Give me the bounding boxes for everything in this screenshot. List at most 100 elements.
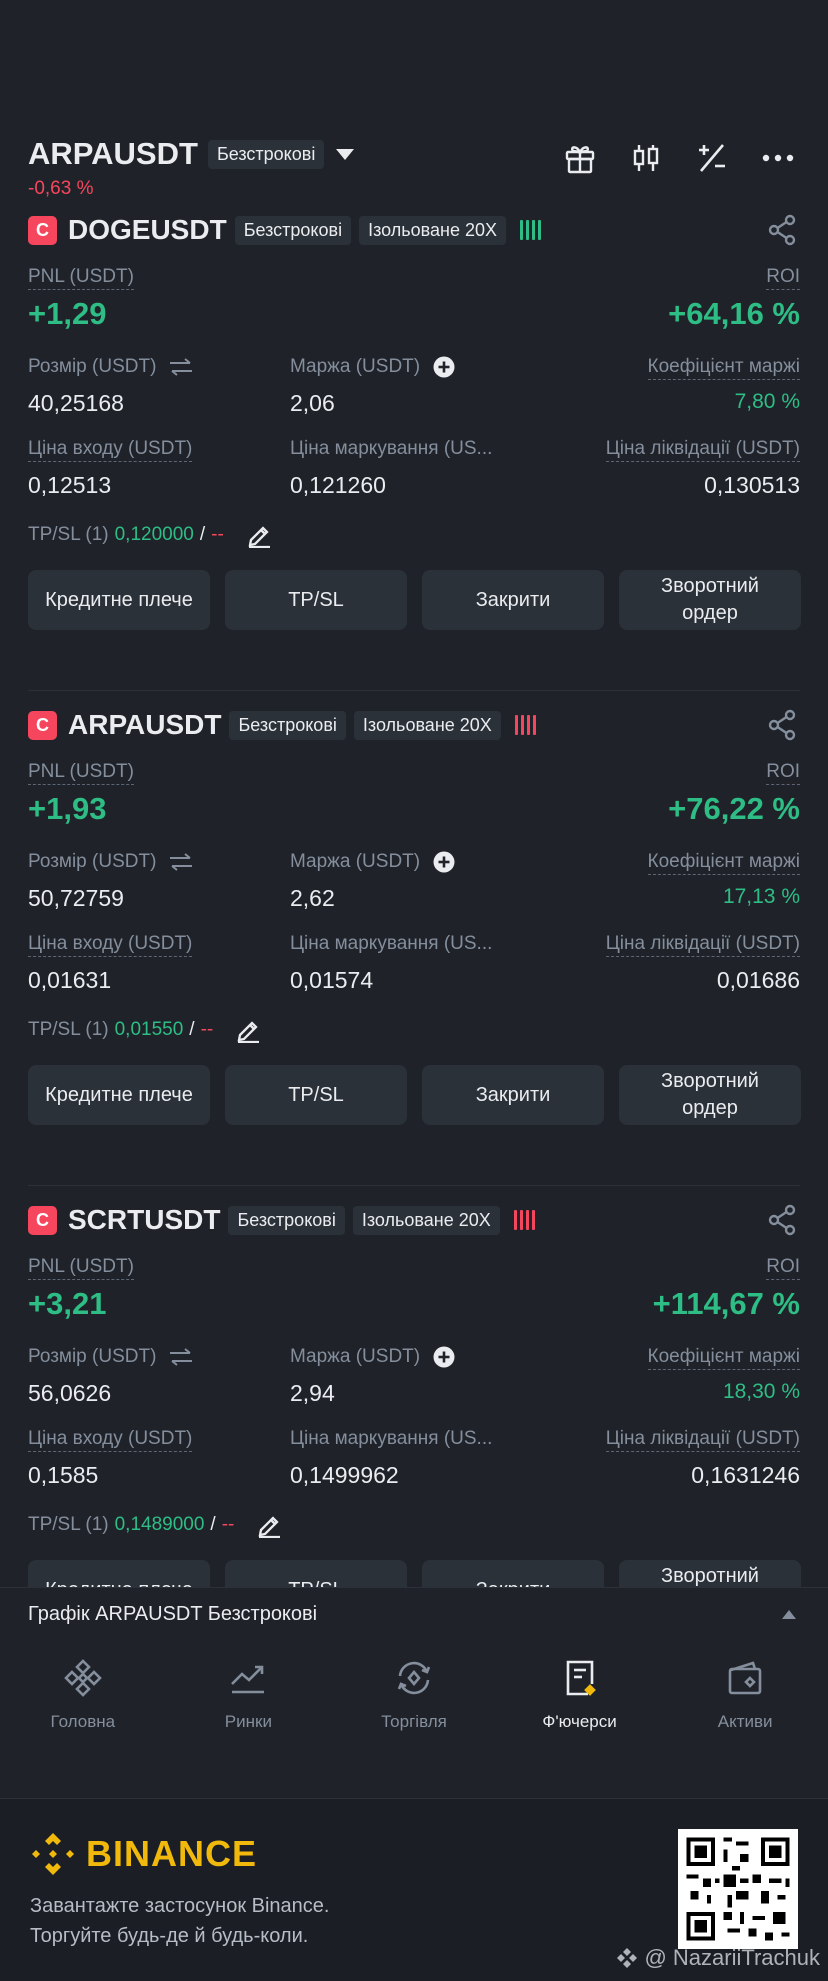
entry-price-label[interactable]: Ціна входу (USDT) [28,1428,193,1452]
leverage-button[interactable]: Кредитне плече [28,1065,210,1125]
edit-tpsl-icon[interactable] [246,522,272,548]
chevron-up-icon[interactable] [782,1610,796,1619]
card-divider [28,690,800,691]
margin-ratio-label[interactable]: Коефіцієнт маржі [647,356,800,380]
size-label[interactable]: Розмір (USDT) [28,356,194,378]
add-margin-icon [433,851,455,873]
pnl-label[interactable]: PNL (USDT) [28,1256,134,1280]
mark-price-label[interactable]: Ціна маркування (US... [290,933,493,954]
reverse-order-button[interactable]: Зворотний ордер [619,1065,801,1125]
margin-mode-tag[interactable]: Ізольоване 20X [352,1205,500,1235]
tpsl-row: TP/SL (1) 0,1489000 / -- [28,1512,282,1538]
nav-markets[interactable]: Ринки [166,1642,332,1792]
swap-icon [169,853,192,871]
size-label[interactable]: Розмір (USDT) [28,851,194,873]
top-header: ARPAUSDT Безстрокові -0,63 % [0,0,828,210]
close-position-button[interactable]: Закрити [422,1065,604,1125]
symbol-title[interactable]: ARPAUSDT [28,136,198,171]
gift-icon[interactable] [560,138,600,178]
pnl-label[interactable]: PNL (USDT) [28,266,134,290]
roi-value: +64,16 % [668,296,800,331]
markets-icon [226,1656,270,1700]
price-change: -0,63 % [28,178,94,199]
contract-type-tag: Безстрокові [228,1205,345,1235]
size-value: 50,72759 [28,885,124,911]
home-icon [61,1656,105,1700]
margin-label[interactable]: Маржа (USDT) [290,851,455,873]
tpsl-button[interactable]: TP/SL [225,1065,407,1125]
roi-label[interactable]: ROI [766,1256,800,1280]
header-actions [560,138,798,178]
contract-type-tag: Безстрокові [229,710,346,740]
position-header: C ARPAUSDT Безстрокові Ізольоване 20X [28,705,536,745]
nav-label: Ф'ючерси [542,1712,617,1731]
download-qr-code[interactable] [678,1829,798,1949]
position-actions: Кредитне плече TP/SL Закрити Зворотний о… [28,570,801,630]
share-icon[interactable] [766,1204,798,1241]
position-header: C DOGEUSDT Безстрокові Ізольоване 20X [28,210,542,250]
mark-price-label[interactable]: Ціна маркування (US... [290,1428,493,1449]
margin-ratio-value: 18,30 % [722,1380,800,1403]
position-symbol[interactable]: SCRTUSDT [68,1204,221,1235]
plus-minus-icon[interactable] [692,138,732,178]
close-position-button[interactable]: Закрити [422,570,604,630]
liq-price-value: 0,130513 [704,472,800,498]
chart-toggle-bar[interactable]: Графік ARPAUSDT Безстрокові [0,1587,828,1643]
candlestick-icon[interactable] [626,138,666,178]
leverage-button[interactable]: Кредитне плече [28,570,210,630]
liq-price-value: 0,01686 [716,967,800,993]
edit-tpsl-icon[interactable] [256,1512,282,1538]
roi-label[interactable]: ROI [766,266,800,290]
pnl-value: +3,21 [28,1286,107,1321]
binance-small-icon [617,1948,638,1968]
margin-label[interactable]: Маржа (USDT) [290,356,455,378]
tpsl-button[interactable]: TP/SL [225,570,407,630]
position-card: C DOGEUSDT Безстрокові Ізольоване 20X PN… [0,210,828,705]
share-icon[interactable] [766,214,798,251]
contract-type-tag: Безстрокові [207,139,325,169]
margin-label[interactable]: Маржа (USDT) [290,1346,455,1368]
nav-trade[interactable]: Торгівля [331,1642,497,1792]
roi-label[interactable]: ROI [766,761,800,785]
promo-line-2: Торгуйте будь-де й будь-коли. [30,1925,309,1947]
nav-futures[interactable]: Ф'ючерси [497,1642,663,1792]
app-promo-footer: BINANCE Завантажте застосунок Binance. Т… [0,1798,828,1981]
liq-price-label[interactable]: Ціна ліквідації (USDT) [605,1428,800,1452]
margin-ratio-label[interactable]: Коефіцієнт маржі [647,851,800,875]
position-symbol[interactable]: DOGEUSDT [68,214,227,245]
nav-home[interactable]: Головна [0,1642,166,1792]
position-header: C SCRTUSDT Безстрокові Ізольоване 20X [28,1200,535,1240]
entry-price-label[interactable]: Ціна входу (USDT) [28,438,193,462]
share-icon[interactable] [766,709,798,746]
tpsl-row: TP/SL (1) 0,120000 / -- [28,522,272,548]
add-margin-icon [433,356,455,378]
size-label[interactable]: Розмір (USDT) [28,1346,194,1368]
nav-assets[interactable]: Активи [662,1642,828,1792]
edit-tpsl-icon[interactable] [235,1017,261,1043]
pnl-label[interactable]: PNL (USDT) [28,761,134,785]
dropdown-caret-icon[interactable] [336,148,355,160]
symbol-selector[interactable]: ARPAUSDT Безстрокові [28,136,355,172]
reverse-order-button[interactable]: Зворотний ордер [619,570,801,630]
watermark-text: @ NazariiTrachuk [644,1945,820,1970]
more-icon[interactable] [758,138,798,178]
tp-value: 0,1489000 [114,1514,205,1535]
margin-ratio-value: 17,13 % [722,885,800,908]
liq-price-label[interactable]: Ціна ліквідації (USDT) [605,933,800,957]
margin-value: 2,06 [290,390,335,416]
cross-badge: C [28,215,57,245]
tpsl-separator: / [199,524,206,545]
tpsl-separator: / [189,1019,195,1040]
mark-price-label[interactable]: Ціна маркування (US... [290,438,493,459]
margin-mode-tag[interactable]: Ізольоване 20X [353,710,501,740]
position-symbol[interactable]: ARPAUSDT [68,709,222,740]
entry-price-label[interactable]: Ціна входу (USDT) [28,933,193,957]
liq-price-label[interactable]: Ціна ліквідації (USDT) [605,438,800,462]
sl-value: -- [221,1514,235,1535]
margin-ratio-label[interactable]: Коефіцієнт маржі [647,1346,800,1370]
chart-bar-title: Графік ARPAUSDT Безстрокові [28,1603,318,1625]
margin-mode-tag[interactable]: Ізольоване 20X [359,215,507,245]
swap-icon [169,358,192,376]
entry-price-value: 0,01631 [28,967,112,993]
mark-price-value: 0,121260 [290,472,386,498]
